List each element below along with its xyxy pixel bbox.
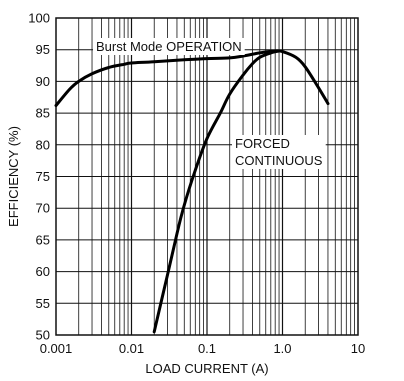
x-tick-label: 0.001 (40, 341, 73, 356)
annotation-continuous: CONTINUOUS (235, 153, 323, 168)
x-tick-label: 0.1 (198, 341, 216, 356)
curves (54, 49, 330, 334)
y-tick-label: 80 (36, 137, 50, 152)
y-tick-label: 65 (36, 232, 50, 247)
grid (56, 18, 358, 335)
y-tick-label: 60 (36, 264, 50, 279)
burst-label-background (93, 38, 245, 55)
annotations: Burst Mode OPERATION FORCED CONTINUOUS (93, 38, 326, 169)
forced-continuous-curve (152, 49, 281, 334)
y-tick-label: 90 (36, 74, 50, 89)
burst-mode-curve (54, 49, 330, 107)
x-tick-label: 0.01 (119, 341, 144, 356)
x-tick-label: 1.0 (273, 341, 291, 356)
y-tick-label: 70 (36, 201, 50, 216)
y-tick-label: 100 (28, 11, 50, 26)
y-axis-label: EFFICIENCY (%) (6, 126, 21, 227)
annotation-forced: FORCED (235, 136, 290, 151)
tick-labels: 0.001 0.01 0.1 1.0 10 50 55 60 65 70 75 80 85 90 95 100 (28, 11, 365, 357)
y-tick-label: 50 (36, 328, 50, 343)
y-tick-label: 95 (36, 42, 50, 57)
x-axis-label: LOAD CURRENT (A) (145, 361, 268, 376)
forced-label-background (232, 135, 326, 169)
annotation-burst-mode: Burst Mode OPERATION (96, 39, 242, 54)
plot-frame (55, 17, 359, 336)
y-tick-label: 75 (36, 169, 50, 184)
y-tick-label: 55 (36, 296, 50, 311)
y-tick-label: 85 (36, 106, 50, 121)
x-tick-label: 10 (351, 341, 365, 356)
